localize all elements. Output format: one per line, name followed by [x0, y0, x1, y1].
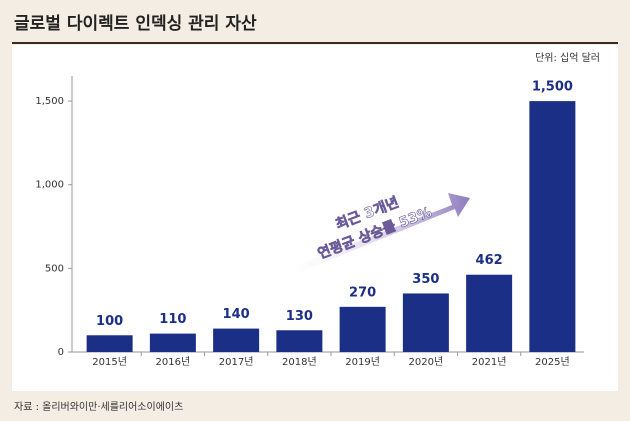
value-label: 270: [349, 285, 376, 300]
bar: [466, 274, 513, 352]
bar: [149, 333, 196, 352]
x-tick-label: 2018년: [282, 356, 317, 368]
x-tick-label: 2015년: [92, 356, 127, 368]
value-label: 1,500: [532, 80, 573, 95]
chart-title: 글로벌 다이렉트 인덱싱 관리 자산: [14, 14, 257, 34]
value-label: 130: [286, 309, 313, 324]
unit-label: 단위: 십억 달러: [535, 51, 600, 64]
x-tick-label: 2017년: [219, 356, 254, 368]
bar: [529, 101, 576, 352]
value-label: 140: [223, 307, 250, 322]
bar: [339, 306, 386, 352]
value-label: 110: [159, 312, 186, 327]
bar: [276, 330, 323, 352]
x-tick-label: 2021년: [472, 356, 507, 368]
x-tick-label: 2019년: [345, 356, 380, 368]
bar: [213, 328, 260, 352]
bar: [402, 293, 449, 352]
y-tick-label: 1,500: [35, 96, 64, 107]
bar: [86, 335, 133, 352]
x-tick-label: 2016년: [156, 356, 191, 368]
y-tick-label: 500: [45, 263, 64, 274]
x-tick-label: 2025년: [535, 356, 570, 368]
value-label: 350: [412, 272, 439, 287]
y-tick-label: 1,000: [35, 180, 64, 191]
value-label: 100: [96, 314, 123, 329]
x-tick-label: 2020년: [409, 356, 444, 368]
y-tick-label: 0: [58, 347, 64, 358]
source: 자료 : 올리버와이만·세를리어소이에이츠: [14, 401, 183, 413]
value-label: 462: [476, 253, 503, 268]
trend-arrow: [290, 193, 470, 272]
